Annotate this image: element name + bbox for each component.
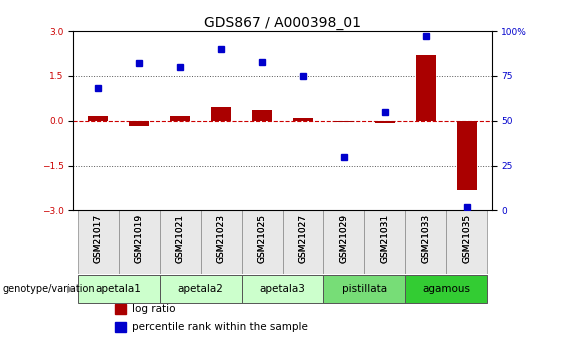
- Text: GSM21027: GSM21027: [298, 214, 307, 263]
- Bar: [119, 210, 159, 274]
- Bar: [129, 121, 149, 126]
- Bar: [364, 210, 406, 274]
- Text: apetala2: apetala2: [177, 284, 223, 294]
- Bar: [170, 116, 190, 121]
- Bar: [324, 275, 406, 303]
- Bar: [201, 210, 241, 274]
- Bar: [115, 322, 125, 332]
- Text: GSM21021: GSM21021: [176, 214, 185, 263]
- Text: GSM21017: GSM21017: [94, 214, 102, 263]
- Text: GSM21029: GSM21029: [340, 214, 349, 263]
- Bar: [406, 210, 446, 274]
- Text: log ratio: log ratio: [132, 304, 176, 314]
- Text: ▶: ▶: [67, 284, 74, 294]
- Bar: [241, 275, 324, 303]
- Text: GSM21021: GSM21021: [176, 214, 185, 263]
- Text: GSM21019: GSM21019: [134, 214, 144, 263]
- Text: GSM21025: GSM21025: [258, 214, 267, 263]
- Text: GSM21035: GSM21035: [463, 214, 471, 263]
- Text: apetala1: apetala1: [95, 284, 141, 294]
- Bar: [324, 210, 364, 274]
- Bar: [406, 275, 488, 303]
- Text: GSM21027: GSM21027: [298, 214, 307, 263]
- Text: genotype/variation: genotype/variation: [3, 284, 95, 294]
- Bar: [77, 275, 159, 303]
- Bar: [115, 304, 125, 314]
- Bar: [446, 210, 488, 274]
- Bar: [457, 121, 477, 189]
- Text: GSM21033: GSM21033: [421, 214, 431, 263]
- Text: GSM21035: GSM21035: [463, 214, 471, 263]
- Bar: [375, 121, 396, 123]
- Text: agamous: agamous: [423, 284, 471, 294]
- Text: GSM21023: GSM21023: [216, 214, 225, 263]
- Text: GSM21017: GSM21017: [94, 214, 102, 263]
- Text: GSM21031: GSM21031: [380, 214, 389, 263]
- Bar: [416, 55, 436, 121]
- Bar: [159, 275, 241, 303]
- Bar: [293, 118, 313, 121]
- Bar: [282, 210, 324, 274]
- Bar: [77, 210, 119, 274]
- Text: GSM21019: GSM21019: [134, 214, 144, 263]
- Text: GSM21031: GSM21031: [380, 214, 389, 263]
- Text: GSM21025: GSM21025: [258, 214, 267, 263]
- Bar: [252, 110, 272, 121]
- Text: pistillata: pistillata: [342, 284, 387, 294]
- Bar: [241, 210, 282, 274]
- Bar: [88, 116, 108, 121]
- Text: GSM21029: GSM21029: [340, 214, 349, 263]
- Text: GSM21023: GSM21023: [216, 214, 225, 263]
- Bar: [334, 121, 354, 122]
- Text: GSM21033: GSM21033: [421, 214, 431, 263]
- Bar: [211, 107, 231, 121]
- Text: percentile rank within the sample: percentile rank within the sample: [132, 322, 308, 332]
- Title: GDS867 / A000398_01: GDS867 / A000398_01: [204, 16, 361, 30]
- Bar: [159, 210, 201, 274]
- Text: apetala3: apetala3: [259, 284, 306, 294]
